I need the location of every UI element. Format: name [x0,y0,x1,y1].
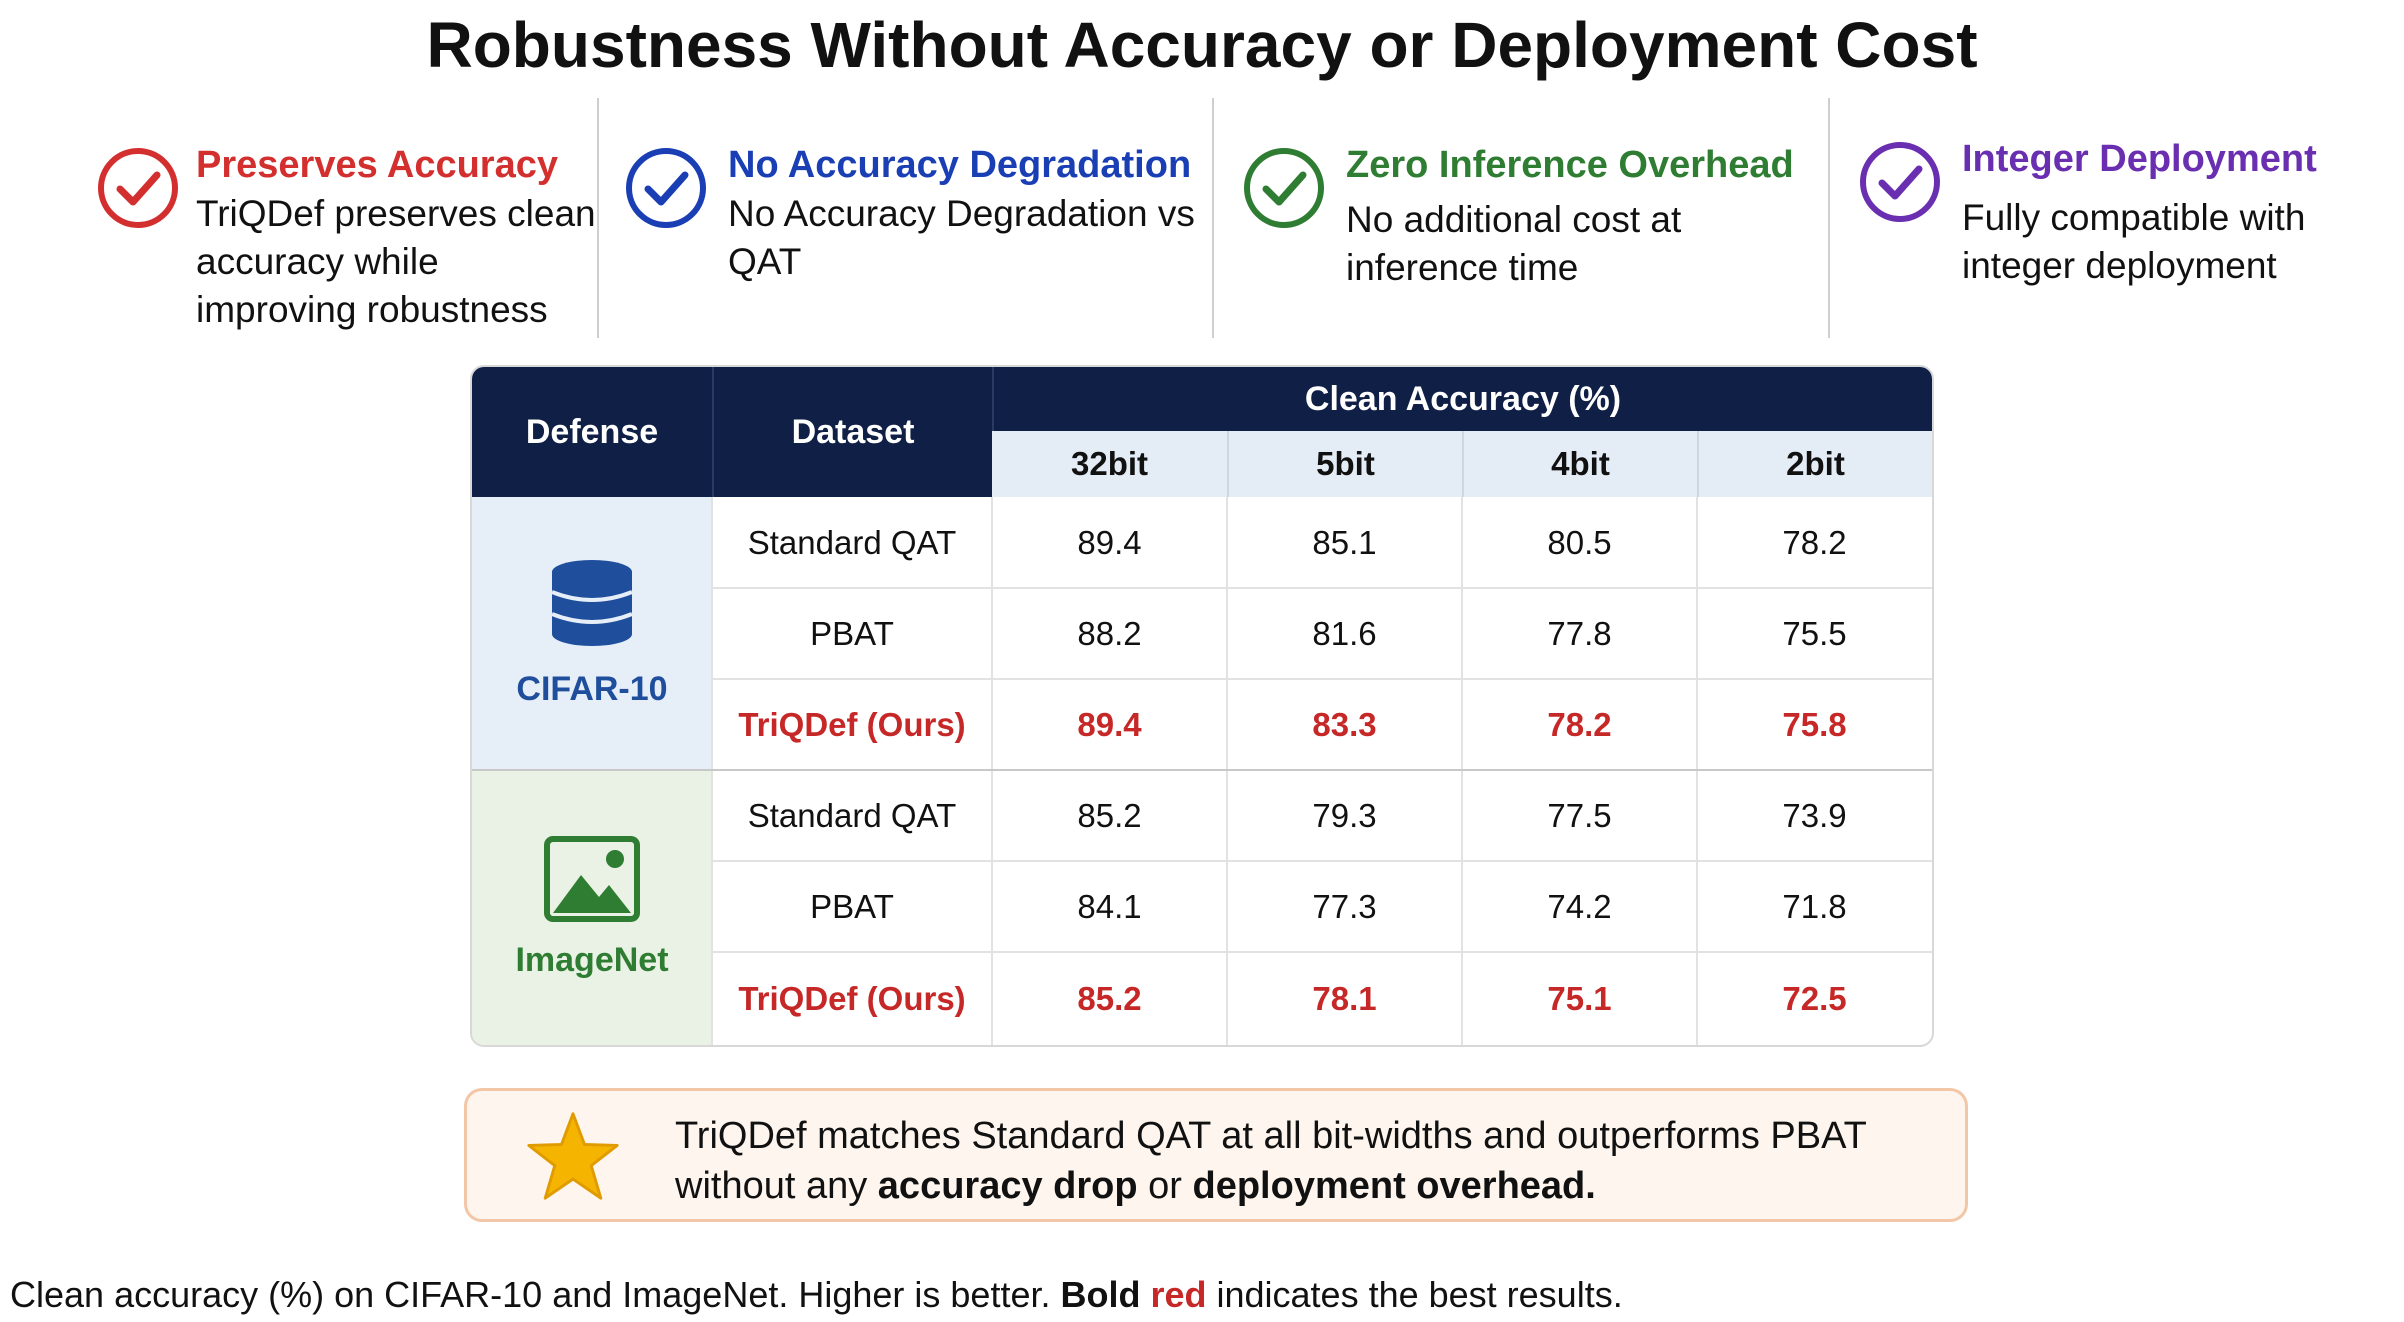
method-cell-ours: TriQDef (Ours) [738,979,966,1017]
feature-divider [597,98,599,338]
value-cell: 88.2 [1077,614,1142,652]
results-table: Defense Dataset Clean Accuracy (%) 32bit… [470,365,1934,1047]
grid-line [712,860,1932,862]
best-value-cell: 85.2 [1077,979,1142,1017]
value-cell: 74.2 [1547,887,1612,925]
best-value-cell: 83.3 [1312,705,1377,743]
summary-callout: TriQDef matches Standard QAT at all bit-… [464,1088,1968,1222]
value-cell: 78.2 [1782,523,1847,561]
value-cell: 81.6 [1312,614,1377,652]
caption-red: red [1150,1274,1207,1315]
method-cell: PBAT [810,614,894,652]
grid-line [711,497,713,1045]
caption-text: indicates the best results. [1206,1274,1623,1315]
feature-title: No Accuracy Degradation [728,144,1192,186]
value-cell: 77.5 [1547,796,1612,834]
callout-text: TriQDef matches Standard QAT at all bit-… [675,1111,1867,1211]
header-bit-2: 2bit [1697,431,1932,497]
feature-description: Fully compatible with integer deployment [1962,197,2306,286]
image-icon [544,836,640,922]
value-cell: 71.8 [1782,887,1847,925]
value-cell: 77.8 [1547,614,1612,652]
feature-divider [1212,98,1214,338]
callout-text-part: or [1137,1165,1193,1207]
group-name: CIFAR-10 [516,670,668,708]
best-value-cell: 78.1 [1312,979,1377,1017]
value-cell: 84.1 [1077,887,1142,925]
feature-description: No Accuracy Degradation vs QAT [728,193,1195,282]
callout-line-2: without any accuracy drop or deployment … [675,1161,1867,1211]
grid-line [712,951,1932,953]
database-icon [551,560,633,646]
value-cell: 75.5 [1782,614,1847,652]
feature-description: No additional cost at inference time [1346,199,1682,288]
grid-line [1226,497,1228,1045]
feature-title: Zero Inference Overhead [1346,144,1794,186]
callout-line-1: TriQDef matches Standard QAT at all bit-… [675,1115,1867,1157]
check-circle-icon [1860,142,1940,222]
callout-bold-deployment-overhead: deployment overhead. [1192,1165,1596,1207]
header-bit-32: 32bit [992,431,1227,497]
header-defense: Defense [472,367,712,497]
header-dataset: Dataset [712,367,992,497]
grid-line [1461,497,1463,1045]
method-cell: Standard QAT [747,796,957,834]
best-value-cell: 72.5 [1782,979,1847,1017]
best-value-cell: 75.1 [1547,979,1612,1017]
header-bit-4: 4bit [1462,431,1697,497]
group-divider [472,769,1932,771]
check-circle-icon [1244,148,1324,228]
grid-line [991,497,993,1045]
feature-divider [1828,98,1830,338]
value-cell: 73.9 [1782,796,1847,834]
value-cell: 89.4 [1077,523,1142,561]
header-bit-5: 5bit [1227,431,1462,497]
value-cell: 85.1 [1312,523,1377,561]
page-title: Robustness Without Accuracy or Deploymen… [426,9,1978,81]
header-clean-accuracy: Clean Accuracy (%) [992,367,1932,431]
feature-title: Preserves Accuracy [196,144,558,186]
value-cell: 80.5 [1547,523,1612,561]
value-cell: 79.3 [1312,796,1377,834]
group-name: ImageNet [515,941,669,979]
star-icon [527,1112,619,1200]
feature-description: TriQDef preserves clean accuracy while i… [196,193,596,330]
method-cell: Standard QAT [747,523,957,561]
group-imagenet: ImageNet [472,770,712,1045]
callout-text-part: without any [675,1165,878,1207]
check-circle-icon [626,148,706,228]
value-cell: 77.3 [1312,887,1377,925]
grid-line [712,678,1932,680]
check-circle-icon [98,148,178,228]
feature-title: Integer Deployment [1962,138,2317,180]
grid-line [1696,497,1698,1045]
best-value-cell: 89.4 [1077,705,1142,743]
method-cell-ours: TriQDef (Ours) [738,705,966,743]
best-value-cell: 78.2 [1547,705,1612,743]
caption-bold: Bold [1060,1274,1151,1315]
value-cell: 85.2 [1077,796,1142,834]
group-cifar10: CIFAR-10 [472,497,712,770]
callout-bold-accuracy-drop: accuracy drop [877,1165,1138,1207]
grid-line [712,587,1932,589]
best-value-cell: 75.8 [1782,705,1847,743]
figure-caption: Clean accuracy (%) on CIFAR-10 and Image… [10,1274,1623,1316]
caption-text: Clean accuracy (%) on CIFAR-10 and Image… [10,1274,1061,1315]
method-cell: PBAT [810,887,894,925]
